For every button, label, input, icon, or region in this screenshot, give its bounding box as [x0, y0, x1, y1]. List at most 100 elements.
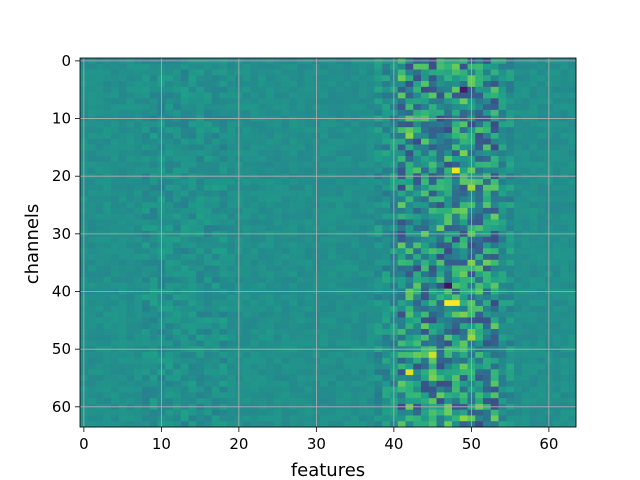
heatmap-cell — [126, 421, 135, 428]
heatmap-cell — [149, 386, 158, 393]
heatmap-cell — [320, 109, 329, 117]
heatmap-cell — [382, 328, 391, 336]
heatmap-cell — [506, 242, 515, 249]
heatmap-cell — [258, 202, 267, 209]
heatmap-cell — [126, 161, 135, 168]
heatmap-cell — [452, 75, 461, 82]
heatmap-cell — [103, 219, 112, 226]
heatmap-cell — [560, 190, 569, 197]
heatmap-cell — [452, 294, 461, 301]
heatmap-cell — [304, 392, 313, 399]
heatmap-cell — [514, 363, 523, 370]
heatmap-cell — [149, 184, 158, 192]
heatmap-cell — [250, 138, 259, 145]
heatmap-cell — [289, 305, 298, 313]
heatmap-cell — [297, 357, 306, 364]
heatmap-cell — [413, 63, 422, 70]
heatmap-cell — [328, 282, 337, 290]
heatmap-cell — [428, 144, 437, 151]
heatmap-cell — [289, 294, 298, 301]
heatmap-cell — [289, 259, 298, 266]
heatmap-cell — [405, 196, 414, 203]
heatmap-cell — [173, 75, 182, 82]
heatmap-cell — [397, 363, 406, 370]
heatmap-cell — [514, 190, 523, 197]
heatmap-cell — [366, 254, 375, 261]
heatmap-cell — [173, 305, 182, 313]
heatmap-cell — [529, 236, 538, 243]
heatmap-cell — [180, 98, 189, 105]
heatmap-cell — [273, 294, 282, 301]
heatmap-cell — [242, 311, 251, 318]
heatmap-cell — [498, 328, 507, 336]
heatmap-cell — [552, 392, 561, 399]
heatmap-cell — [242, 81, 251, 88]
heatmap-cell — [103, 132, 112, 140]
heatmap-cell — [87, 317, 96, 324]
heatmap-cell — [506, 213, 515, 220]
heatmap-cell — [149, 104, 158, 111]
heatmap-cell — [498, 179, 507, 186]
heatmap-cell — [506, 63, 515, 70]
heatmap-cell — [266, 352, 275, 359]
heatmap-cell — [452, 300, 461, 307]
heatmap-cell — [359, 75, 368, 82]
heatmap-cell — [568, 156, 577, 163]
heatmap-cell — [335, 369, 344, 376]
heatmap-cell — [180, 357, 189, 364]
heatmap-cell — [95, 248, 104, 255]
heatmap-cell — [490, 421, 499, 428]
heatmap-cell — [134, 334, 143, 341]
heatmap-cell — [173, 207, 182, 215]
heatmap-cell — [452, 121, 461, 128]
heatmap-cell — [289, 219, 298, 226]
heatmap-cell — [452, 323, 461, 330]
heatmap-cell — [560, 271, 569, 278]
heatmap-cell — [103, 277, 112, 284]
heatmap-cell — [351, 392, 360, 399]
heatmap-cell — [397, 254, 406, 261]
heatmap-cell — [335, 109, 344, 117]
heatmap-cell — [475, 184, 484, 192]
heatmap-cell — [405, 213, 414, 220]
heatmap-cell — [126, 98, 135, 105]
heatmap-cell — [111, 369, 120, 376]
heatmap-cell — [196, 196, 205, 203]
heatmap-cell — [506, 104, 515, 111]
heatmap-cell — [258, 340, 267, 347]
heatmap-cell — [529, 225, 538, 232]
heatmap-cell — [374, 357, 383, 364]
heatmap-cell — [397, 150, 406, 157]
heatmap-cell — [281, 225, 290, 232]
heatmap-cell — [335, 156, 344, 163]
heatmap-cell — [529, 248, 538, 255]
heatmap-cell — [118, 184, 127, 192]
heatmap-cell — [459, 259, 468, 266]
heatmap-cell — [366, 265, 375, 272]
heatmap-cell — [328, 207, 337, 215]
heatmap-cell — [413, 121, 422, 128]
heatmap-cell — [87, 213, 96, 220]
heatmap-cell — [273, 242, 282, 249]
heatmap-cell — [180, 179, 189, 186]
heatmap-cell — [111, 352, 120, 359]
heatmap-cell — [126, 219, 135, 226]
heatmap-cell — [537, 92, 546, 99]
heatmap-cell — [452, 254, 461, 261]
heatmap-cell — [521, 81, 530, 88]
heatmap-cell — [227, 334, 236, 341]
heatmap-cell — [444, 386, 453, 393]
heatmap-cell — [320, 92, 329, 99]
heatmap-cell — [103, 386, 112, 393]
heatmap-cell — [397, 409, 406, 416]
heatmap-cell — [103, 305, 112, 313]
heatmap-cell — [452, 415, 461, 422]
heatmap-cell — [328, 259, 337, 266]
heatmap-cell — [87, 357, 96, 364]
heatmap-cell — [397, 92, 406, 99]
heatmap-cell — [281, 300, 290, 307]
heatmap-cell — [250, 63, 259, 70]
heatmap-cell — [227, 357, 236, 364]
heatmap-cell — [397, 144, 406, 151]
heatmap-cell — [366, 277, 375, 284]
